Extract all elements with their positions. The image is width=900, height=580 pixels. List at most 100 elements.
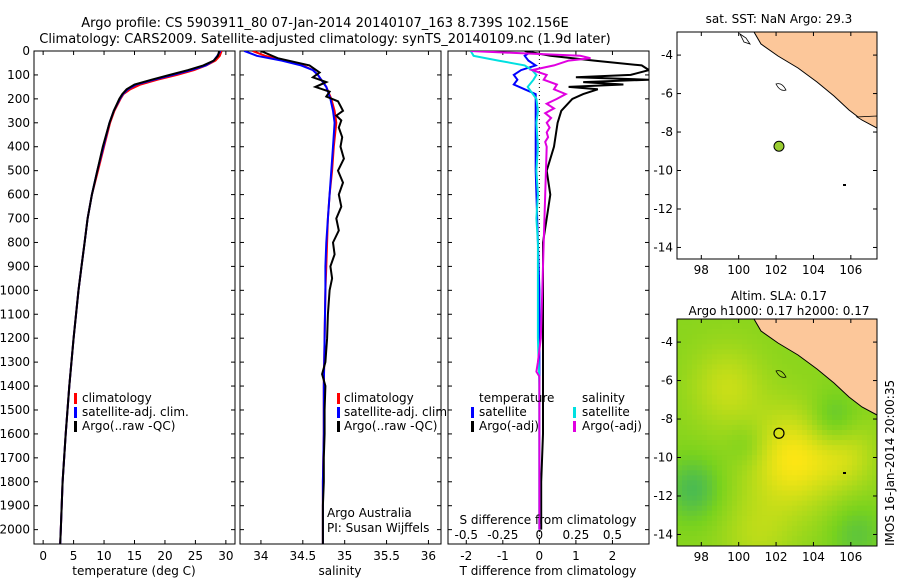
sla-heatmap-cell xyxy=(767,440,773,446)
sla-heatmap-cell xyxy=(862,495,868,502)
sla-heatmap-cell xyxy=(692,399,698,406)
sla-heatmap-cell xyxy=(817,445,823,451)
sla-heatmap-cell xyxy=(857,404,863,411)
sla-heatmap-cell xyxy=(767,475,773,482)
sla-heatmap-cell xyxy=(837,445,843,451)
sla-heatmap-cell xyxy=(757,359,763,365)
sla-heatmap-cell xyxy=(722,424,728,431)
sla-heatmap-cell xyxy=(702,485,708,492)
sla-heatmap-cell xyxy=(832,460,838,466)
sla-heatmap-cell xyxy=(747,364,753,371)
sla-heatmap-cell xyxy=(692,324,698,330)
sla-heatmap-cell xyxy=(812,455,818,461)
sla-heatmap-cell xyxy=(807,435,813,441)
sla-heatmap-cell xyxy=(682,480,688,487)
sla-heatmap-cell xyxy=(832,435,838,441)
sla-heatmap-cell xyxy=(847,490,853,497)
sla-heatmap-cell xyxy=(767,480,773,487)
sla-heatmap-cell xyxy=(822,435,828,441)
sla-heatmap-cell xyxy=(742,404,748,411)
sla-heatmap-cell xyxy=(807,510,813,517)
sla-heatmap-cell xyxy=(762,334,768,340)
sla-heatmap-cell xyxy=(772,364,778,371)
sla-heatmap-cell xyxy=(847,510,853,517)
sla-heatmap-cell xyxy=(787,394,793,401)
sla-heatmap-cell xyxy=(742,460,748,466)
sla-heatmap-cell xyxy=(772,429,778,436)
sla-heatmap-cell xyxy=(742,480,748,487)
sla-heatmap-cell xyxy=(707,429,713,436)
sla-heatmap-cell xyxy=(812,399,818,406)
sla-heatmap-cell xyxy=(752,490,758,497)
sla-heatmap-cell xyxy=(852,530,858,537)
depth-tick-label: 400 xyxy=(7,140,30,154)
sla-heatmap-cell xyxy=(867,490,873,497)
sla-heatmap-cell xyxy=(697,389,703,396)
sla-heatmap-cell xyxy=(847,399,853,406)
sla-heatmap-cell xyxy=(727,465,733,471)
sla-heatmap-cell xyxy=(782,525,788,532)
sla-heatmap-cell xyxy=(717,540,723,546)
sla-heatmap-cell xyxy=(737,334,743,340)
sla-heatmap-cell xyxy=(712,359,718,365)
sla-heatmap-cell xyxy=(697,364,703,371)
sla-heatmap-cell xyxy=(817,389,823,396)
sla-heatmap-cell xyxy=(702,480,708,487)
sla-heatmap-cell xyxy=(857,409,863,416)
sla-heatmap-cell xyxy=(797,384,803,391)
sla-heatmap-cell xyxy=(702,424,708,431)
lon-tick-label: 106 xyxy=(839,263,862,277)
sla-heatmap-cell xyxy=(762,530,768,537)
sla-heatmap-cell xyxy=(717,394,723,401)
sla-heatmap-cell xyxy=(682,374,688,381)
sla-heatmap-cell xyxy=(687,475,693,482)
sla-heatmap-cell xyxy=(752,525,758,532)
sla-heatmap-cell xyxy=(872,505,877,512)
sla-heatmap-cell xyxy=(842,465,848,471)
sla-heatmap-cell xyxy=(857,445,863,451)
sla-heatmap-cell xyxy=(752,419,758,426)
sla-heatmap-cell xyxy=(767,505,773,512)
sla-heatmap-cell xyxy=(792,435,798,441)
sla-heatmap-cell xyxy=(712,540,718,546)
sla-heatmap-cell xyxy=(842,485,848,492)
sla-heatmap-cell xyxy=(867,530,873,537)
temperature-axis-ticks: 0 5 10 15 20 25 30 xyxy=(39,51,234,563)
sla-heatmap-cell xyxy=(757,399,763,406)
sla-heatmap-cell xyxy=(707,535,713,542)
sla-heatmap-cell xyxy=(692,515,698,522)
sla-heatmap-cell xyxy=(792,520,798,527)
sla-heatmap-cell xyxy=(742,319,748,325)
sla-heatmap-cell xyxy=(757,530,763,537)
sla-heatmap-cell xyxy=(837,520,843,527)
sla-heatmap-cell xyxy=(732,429,738,436)
legend-label-climatology: climatology xyxy=(344,391,414,405)
sla-heatmap-cell xyxy=(692,409,698,416)
sla-heatmap-cell xyxy=(847,404,853,411)
sla-heatmap-cell xyxy=(832,475,838,482)
sla-heatmap-cell xyxy=(787,475,793,482)
sla-heatmap-cell xyxy=(847,470,853,476)
sla-heatmap-cell xyxy=(872,429,877,436)
sla-heatmap-cell xyxy=(817,404,823,411)
sla-heatmap-cell xyxy=(687,525,693,532)
sla-heatmap-cell xyxy=(787,525,793,532)
sla-heatmap-cell xyxy=(727,450,733,456)
sla-heatmap-cell xyxy=(812,500,818,507)
sla-heatmap-cell xyxy=(767,525,773,532)
sla-heatmap-cell xyxy=(747,319,753,325)
sla-heatmap-cell xyxy=(802,369,808,376)
sla-heatmap-cell xyxy=(742,339,748,345)
sla-heatmap-cell xyxy=(742,374,748,381)
sla-heatmap-cell xyxy=(752,470,758,476)
sla-heatmap-cell xyxy=(847,520,853,527)
sla-heatmap-cell xyxy=(737,485,743,492)
sla-heatmap-cell xyxy=(792,470,798,476)
sla-heatmap-cell xyxy=(712,460,718,466)
sla-heatmap-cell xyxy=(707,445,713,451)
lat-tick-label: -6 xyxy=(661,87,673,101)
sla-heatmap-cell xyxy=(697,540,703,546)
sla-heatmap-cell xyxy=(727,324,733,330)
figure-title-line1: Argo profile: CS 5903911_80 07-Jan-2014 … xyxy=(81,16,569,31)
sla-heatmap-cell xyxy=(787,424,793,431)
